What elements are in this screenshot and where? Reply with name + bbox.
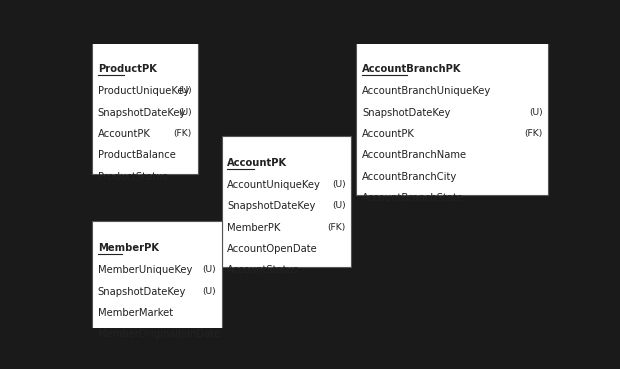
Text: AccountBranchCity: AccountBranchCity: [362, 172, 457, 182]
Text: AccountBranchUniqueKey: AccountBranchUniqueKey: [362, 86, 491, 96]
Text: (FK): (FK): [174, 129, 192, 138]
Text: (U): (U): [202, 287, 216, 296]
Text: MemberOriginalJoinDate: MemberOriginalJoinDate: [98, 329, 220, 339]
Text: AccountPK: AccountPK: [362, 129, 415, 139]
Text: MemberPK: MemberPK: [228, 223, 281, 233]
Text: AccountPK: AccountPK: [228, 158, 288, 168]
Text: MemberMarket: MemberMarket: [98, 308, 173, 318]
Text: AccountPK: AccountPK: [98, 129, 151, 139]
Text: AccountOpenDate: AccountOpenDate: [228, 244, 318, 254]
Text: ProductUniqueKey: ProductUniqueKey: [98, 86, 189, 96]
FancyBboxPatch shape: [356, 42, 548, 195]
Text: AccountStatus: AccountStatus: [228, 265, 299, 275]
FancyBboxPatch shape: [92, 221, 222, 331]
Text: (U): (U): [202, 265, 216, 274]
Text: AccountUniqueKey: AccountUniqueKey: [228, 180, 321, 190]
Text: AccountBranchPK: AccountBranchPK: [362, 64, 461, 74]
Text: SnapshotDateKey: SnapshotDateKey: [362, 108, 450, 118]
Text: ProductStatus: ProductStatus: [98, 172, 167, 182]
Text: (U): (U): [529, 108, 542, 117]
Text: (FK): (FK): [327, 223, 345, 232]
Text: SnapshotDateKey: SnapshotDateKey: [98, 108, 186, 118]
Text: (U): (U): [178, 86, 192, 95]
Text: (U): (U): [332, 180, 345, 189]
Text: ProductPK: ProductPK: [98, 64, 157, 74]
Text: AccountBranchName: AccountBranchName: [362, 150, 467, 160]
Text: SnapshotDateKey: SnapshotDateKey: [228, 201, 316, 211]
Text: (FK): (FK): [525, 129, 542, 138]
Text: AccountBranchState: AccountBranchState: [362, 193, 464, 203]
Text: MemberUniqueKey: MemberUniqueKey: [98, 265, 192, 275]
Text: ProductBalance: ProductBalance: [98, 150, 175, 160]
Text: SnapshotDateKey: SnapshotDateKey: [98, 287, 186, 297]
Text: (U): (U): [332, 201, 345, 210]
Text: MemberPK: MemberPK: [98, 243, 159, 253]
FancyBboxPatch shape: [92, 42, 198, 173]
Text: (U): (U): [178, 108, 192, 117]
FancyBboxPatch shape: [222, 136, 352, 267]
